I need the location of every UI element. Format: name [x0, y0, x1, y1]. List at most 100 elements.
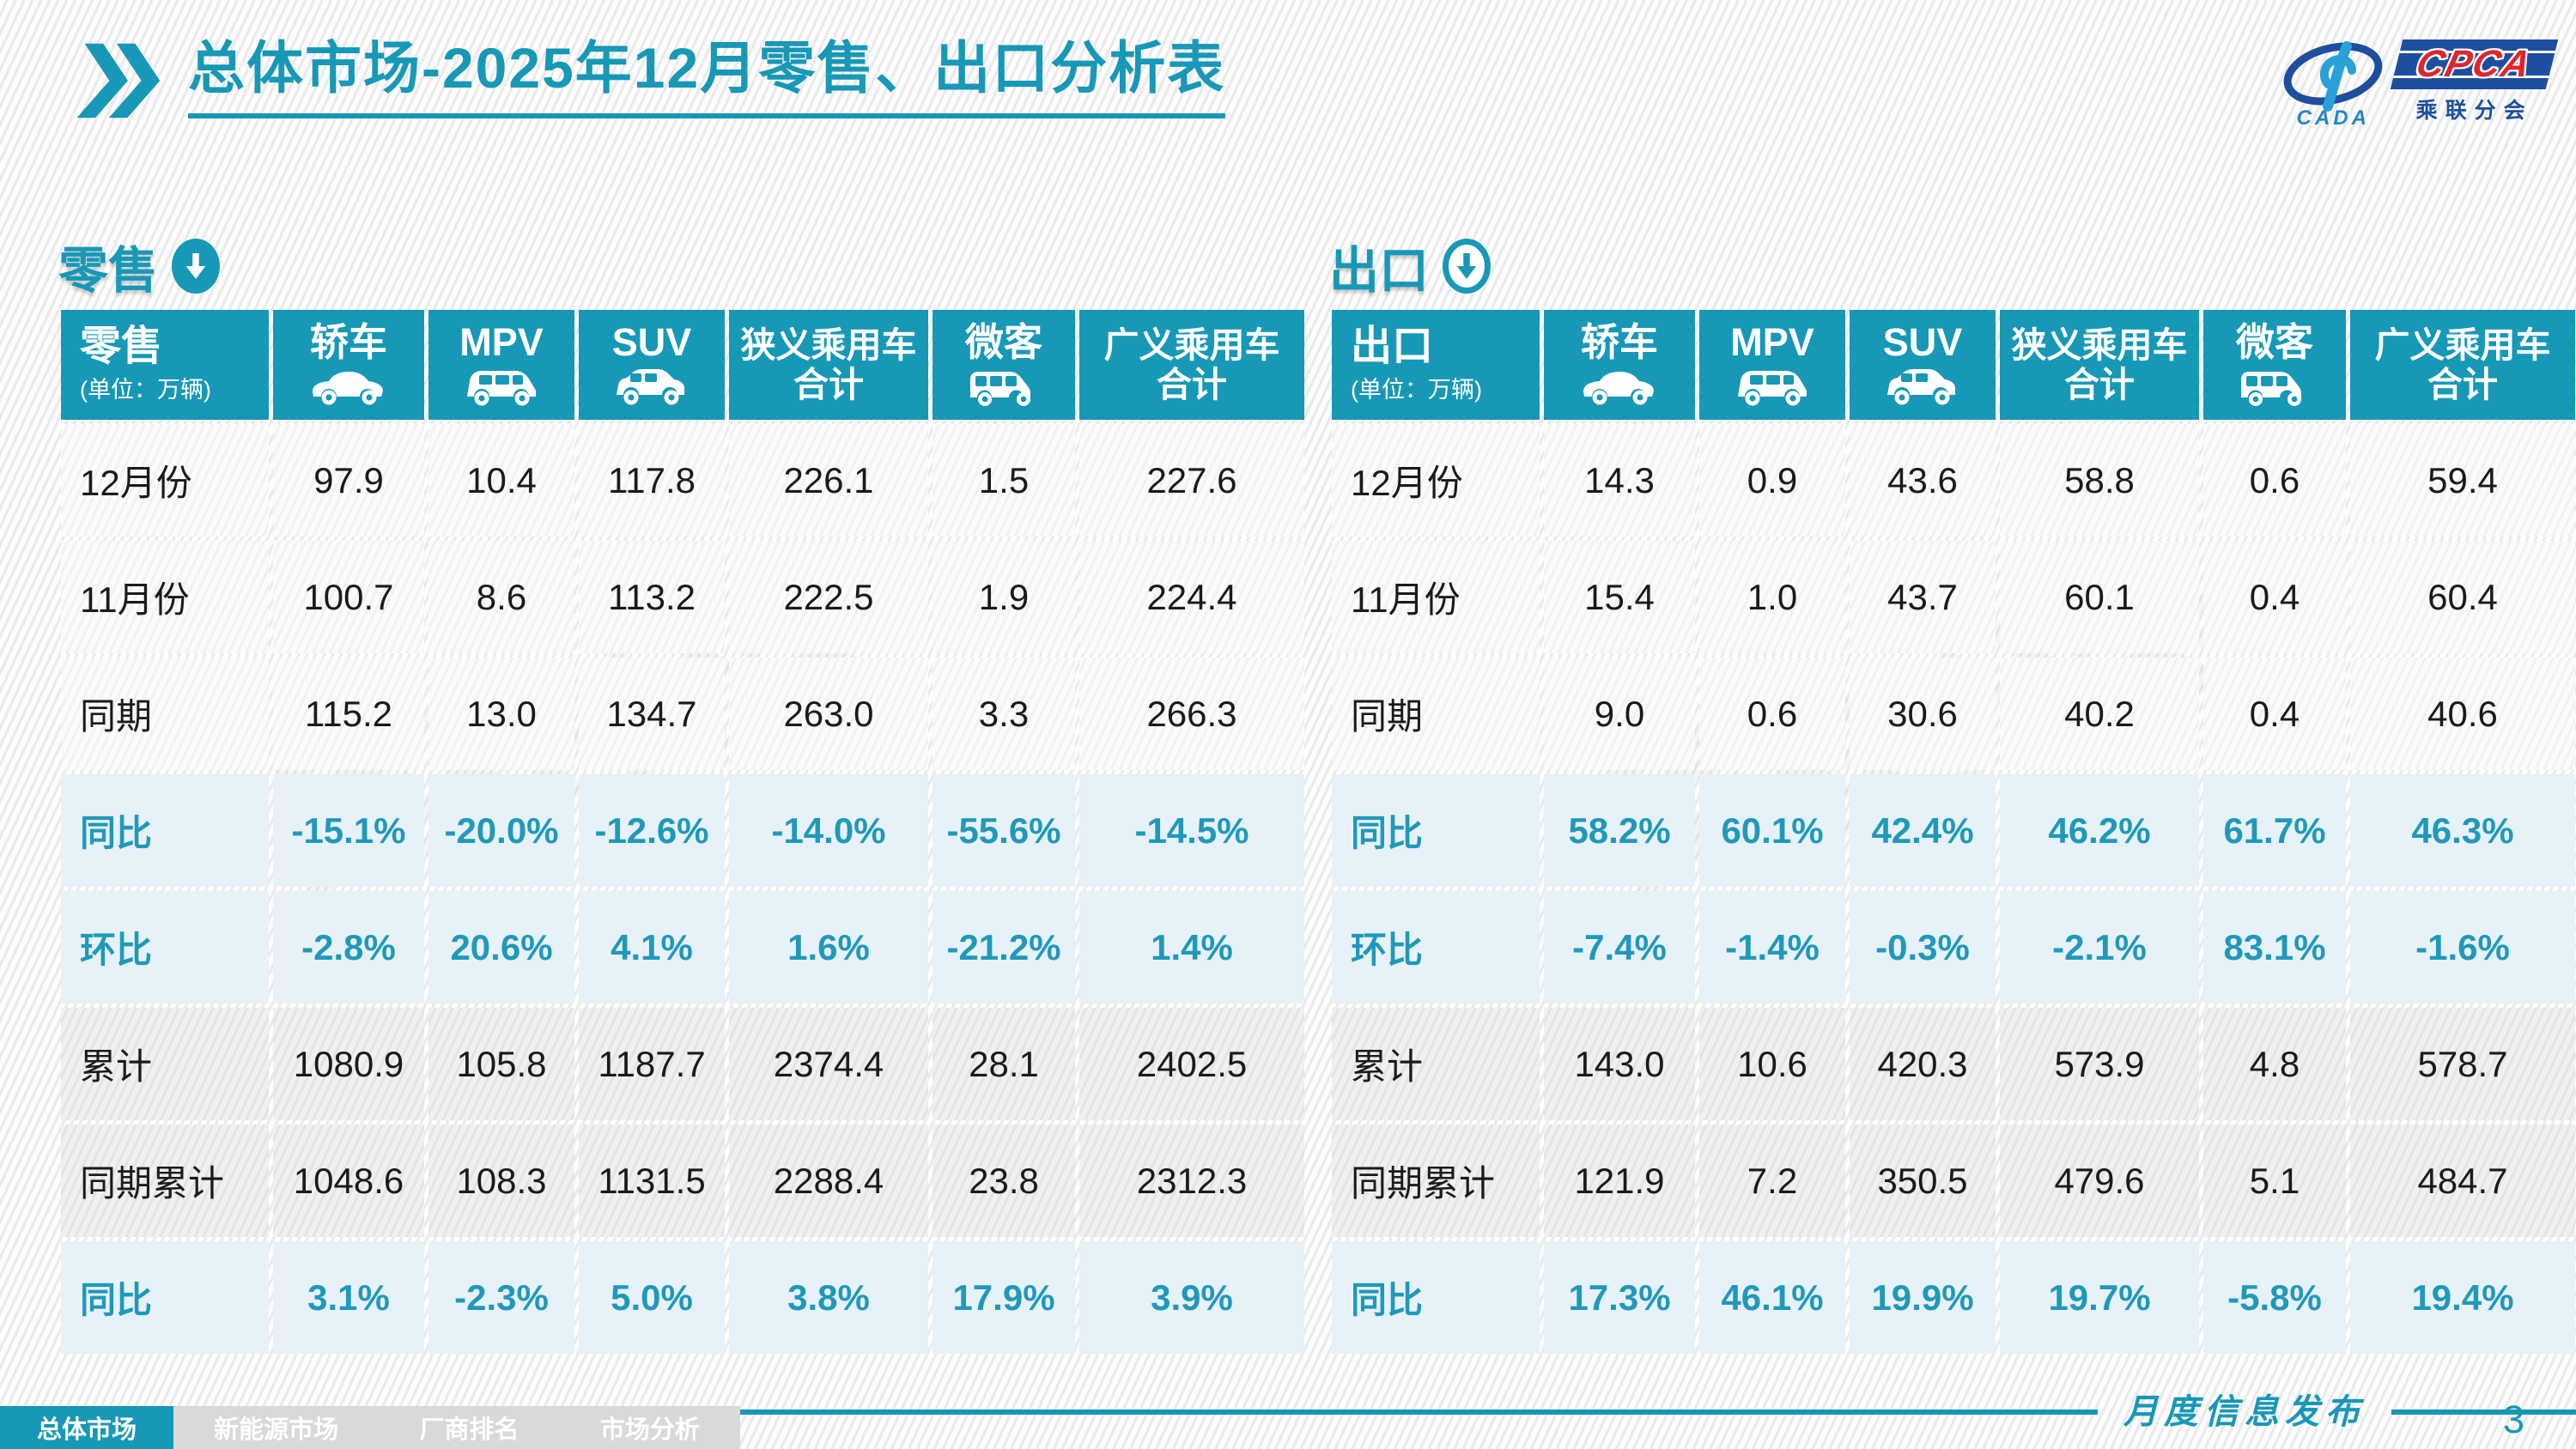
table-unit-label: (单位：万辆): [80, 377, 211, 403]
table-row: 12月份 14.3 0.9 43.6 58.8 0.6 59.4: [1332, 424, 2575, 537]
column-header: 轿车: [1544, 310, 1695, 420]
column-header: 广义乘用车 合计: [1079, 310, 1304, 420]
row-label: 同比: [61, 774, 269, 887]
down-arrow-icon: [172, 239, 221, 294]
data-cell: -0.3%: [1850, 891, 1996, 1003]
retail-section-title: 零售: [58, 243, 159, 299]
cpca-subtitle: 乘联分会: [2415, 98, 2533, 123]
cada-wordmark: CADA: [2296, 106, 2370, 130]
nav-tab-oem-ranking[interactable]: 厂商排名: [419, 1416, 519, 1444]
retail-table-host: 零售 (单位：万辆) 轿车 MPV SUV 狭义乘用车 合计 微客 广义乘用车 合计 12月份 97.…: [57, 306, 1304, 1358]
microvan-car-icon: [963, 365, 1045, 408]
data-cell: -20.0%: [428, 774, 574, 887]
column-label: MPV: [459, 319, 544, 364]
data-cell: 1.5: [933, 424, 1075, 537]
data-cell: -5.8%: [2203, 1241, 2346, 1354]
data-cell: -2.1%: [2000, 891, 2199, 1003]
table-row: 11月份 15.4 1.0 43.7 60.1 0.4 60.4: [1332, 541, 2575, 653]
nav-tab-nev-market[interactable]: 新能源市场: [214, 1416, 339, 1444]
data-cell: 8.6: [428, 541, 574, 653]
data-cell: -1.6%: [2350, 891, 2575, 1003]
cpca-logo: CADA CPCA 乘联分会: [2278, 33, 2559, 130]
data-cell: 263.0: [729, 658, 928, 770]
row-label: 环比: [61, 891, 269, 1003]
slide-header: 总体市场-2025年12月零售、出口分析表: [73, 36, 1226, 120]
row-label: 12月份: [61, 424, 269, 537]
data-cell: 30.6: [1850, 658, 1996, 770]
table-row: 同比 3.1% -2.3% 5.0% 3.8% 17.9% 3.9%: [61, 1241, 1304, 1354]
row-label: 同比: [1332, 1241, 1540, 1354]
data-cell: 266.3: [1079, 658, 1304, 770]
data-cell: 15.4: [1544, 541, 1695, 653]
data-cell: 40.2: [2000, 658, 2199, 770]
data-cell: -2.8%: [273, 891, 424, 1003]
data-cell: 108.3: [428, 1125, 574, 1237]
data-cell: 19.4%: [2350, 1241, 2575, 1354]
table-unit-label: (单位：万辆): [1351, 377, 1482, 403]
data-cell: 224.4: [1079, 541, 1304, 653]
data-cell: 60.1%: [1699, 774, 1845, 887]
data-cell: 2374.4: [729, 1008, 928, 1120]
data-cell: 0.9: [1699, 424, 1845, 537]
column-label: 广义乘用车: [2374, 324, 2551, 365]
row-label: 同期: [61, 658, 269, 770]
mpv-car-icon: [1731, 365, 1814, 408]
data-cell: 3.8%: [729, 1241, 928, 1354]
column-header: 狭义乘用车 合计: [2000, 310, 2199, 420]
data-cell: 10.4: [428, 424, 574, 537]
page-number: 3: [2502, 1397, 2524, 1441]
data-cell: 58.8: [2000, 424, 2199, 537]
data-cell: 19.7%: [2000, 1241, 2199, 1354]
data-cell: 143.0: [1544, 1008, 1695, 1120]
column-label: 狭义乘用车: [2011, 324, 2188, 365]
nav-tab-overall-market[interactable]: 总体市场: [0, 1406, 173, 1449]
column-header: MPV: [428, 310, 574, 420]
data-cell: -21.2%: [933, 891, 1075, 1003]
table-row: 累计 143.0 10.6 420.3 573.9 4.8 578.7: [1332, 1008, 2575, 1120]
table-row: 同比 17.3% 46.1% 19.9% 19.7% -5.8% 19.4%: [1332, 1241, 2575, 1354]
microvan-car-icon: [2233, 365, 2316, 408]
data-cell: 105.8: [428, 1008, 574, 1120]
row-label: 环比: [1332, 891, 1540, 1003]
data-cell: 58.2%: [1544, 774, 1695, 887]
data-cell: 60.1: [2000, 541, 2199, 653]
row-label: 同期: [1332, 658, 1540, 770]
column-header: 广义乘用车 合计: [2350, 310, 2575, 420]
column-label-line2: 合计: [793, 365, 864, 404]
data-cell: 19.9%: [1850, 1241, 1996, 1354]
data-cell: 46.2%: [2000, 774, 2199, 887]
column-label: 狭义乘用车: [740, 324, 917, 365]
row-label: 11月份: [1332, 541, 1540, 653]
column-label-line2: 合计: [2064, 365, 2135, 404]
row-label: 累计: [1332, 1008, 1540, 1120]
data-cell: 17.3%: [1544, 1241, 1695, 1354]
data-cell: 420.3: [1850, 1008, 1996, 1120]
table-row: 11月份 100.7 8.6 113.2 222.5 1.9 224.4: [61, 541, 1304, 653]
cada-swirl-icon: [2283, 41, 2383, 112]
data-cell: 350.5: [1850, 1125, 1996, 1237]
data-cell: -15.1%: [273, 774, 424, 887]
data-cell: 115.2: [273, 658, 424, 770]
row-label: 同期累计: [61, 1125, 269, 1237]
export-table: 出口 (单位：万辆) 轿车 MPV SUV 狭义乘用车 合计 微客 广义乘用车 合计 12月份 14.…: [1327, 306, 2576, 1358]
data-cell: -14.5%: [1079, 774, 1304, 887]
data-cell: 226.1: [729, 424, 928, 537]
data-cell: 14.3: [1544, 424, 1695, 537]
data-cell: -55.6%: [933, 774, 1075, 887]
footer-nav-rest: 新能源市场 厂商排名 市场分析: [173, 1406, 740, 1449]
data-cell: 222.5: [729, 541, 928, 653]
data-cell: 578.7: [2350, 1008, 2575, 1120]
data-cell: 2288.4: [729, 1125, 928, 1237]
data-cell: 1.9: [933, 541, 1075, 653]
data-cell: 0.6: [1699, 658, 1845, 770]
column-label-line2: 合计: [2427, 365, 2498, 404]
data-cell: 5.0%: [579, 1241, 725, 1354]
column-label: MPV: [1730, 319, 1814, 364]
column-header: MPV: [1699, 310, 1845, 420]
retail-table: 零售 (单位：万辆) 轿车 MPV SUV 狭义乘用车 合计 微客 广义乘用车 合计 12月份 97.…: [57, 306, 1309, 1358]
data-cell: 43.6: [1850, 424, 1996, 537]
row-label: 累计: [61, 1008, 269, 1120]
nav-tab-market-analysis[interactable]: 市场分析: [599, 1416, 700, 1444]
data-cell: 97.9: [273, 424, 424, 537]
data-cell: 1.4%: [1079, 891, 1304, 1003]
